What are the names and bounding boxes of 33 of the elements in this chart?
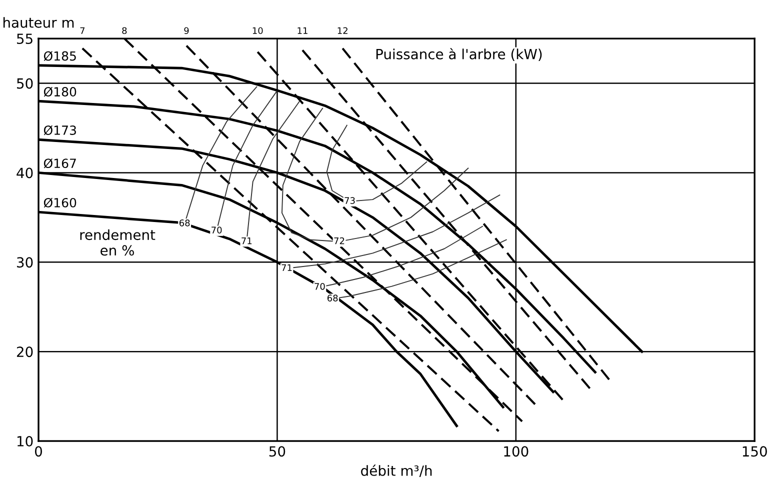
- series-label: 70: [212, 226, 222, 234]
- series-label: 68: [327, 294, 338, 302]
- series-label: Ø173: [44, 125, 76, 136]
- series-label: 71: [282, 264, 292, 271]
- y-tick-label: 50: [17, 78, 33, 89]
- series-label: Ø185: [44, 51, 76, 61]
- x-axis-title: débit m³/h: [361, 464, 432, 478]
- annotation: rendement en %: [80, 229, 156, 256]
- series-label: 68: [179, 219, 190, 226]
- series-label: 7: [80, 27, 85, 34]
- annotation: Puissance à l'arbre (kW): [376, 48, 542, 62]
- series-label: 70: [314, 282, 325, 290]
- series-label: 8: [122, 27, 127, 34]
- text: 10: [252, 27, 263, 34]
- y-tick-label: 10: [17, 436, 33, 447]
- series-label: 71: [242, 237, 252, 244]
- y-tick-label: 55: [17, 34, 32, 44]
- y-tick-label: 30: [17, 257, 33, 268]
- series-label: 9: [184, 27, 189, 34]
- x-tick-label: 0: [34, 446, 42, 457]
- series-label: 72: [334, 237, 344, 244]
- series-label: Ø167: [44, 158, 76, 168]
- series-label: 12: [338, 27, 348, 34]
- x-tick-label: 100: [504, 446, 528, 457]
- y-tick-label: 40: [16, 168, 33, 178]
- x-tick-label: 150: [742, 446, 767, 457]
- y-axis-title: hauteur m: [3, 17, 74, 28]
- series-label: Ø180: [44, 86, 76, 97]
- y-tick-label: 20: [16, 346, 33, 358]
- x-tick-label: 50: [269, 446, 286, 457]
- series-label: Ø160: [44, 198, 76, 208]
- series-label: 11: [298, 27, 308, 34]
- series-label: 73: [344, 197, 355, 204]
